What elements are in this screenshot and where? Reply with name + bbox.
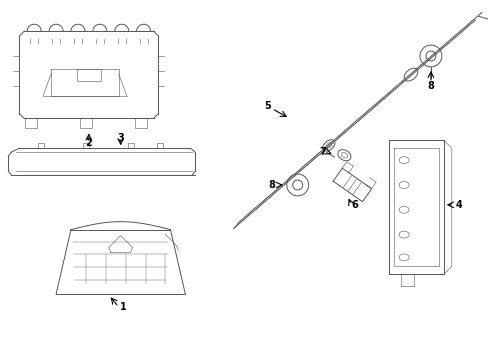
- Text: 4: 4: [454, 200, 461, 210]
- Text: 5: 5: [264, 100, 271, 111]
- Text: 3: 3: [117, 133, 124, 143]
- Text: 1: 1: [120, 302, 127, 312]
- Text: 8: 8: [427, 81, 433, 91]
- Text: 6: 6: [350, 200, 357, 210]
- Text: 2: 2: [85, 138, 92, 148]
- Text: 8: 8: [268, 180, 275, 190]
- Text: 7: 7: [319, 147, 325, 157]
